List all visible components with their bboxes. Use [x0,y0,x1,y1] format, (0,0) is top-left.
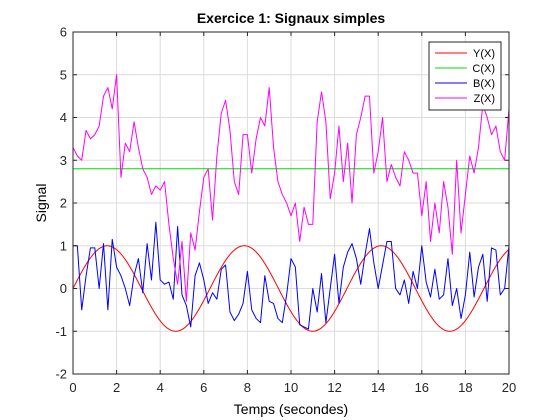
x-tick-label: 8 [244,380,251,395]
x-tick-label: 0 [69,380,76,395]
y-tick-label: -1 [55,324,67,339]
series-line-z-x [72,74,510,302]
x-tick-label: 16 [415,380,429,395]
y-axis-label: Signal [33,184,49,223]
legend-entry: B(X) [473,78,495,90]
legend-entry: C(X) [472,63,495,75]
series-line-y-x [72,245,510,332]
x-tick-label: 12 [327,380,341,395]
x-tick-label: 6 [200,380,207,395]
y-tick-label: 4 [60,110,67,125]
y-tick-label: 0 [60,281,67,296]
legend: Y(X) C(X) B(X) Z(X) [428,41,502,111]
legend-entry: Y(X) [473,48,495,60]
legend-entry: Z(X) [474,93,495,105]
x-axis-label: Temps (secondes) [234,401,348,417]
y-tick-label: 1 [60,238,67,253]
x-tick-label: 2 [113,380,120,395]
series-line-b-x [73,221,510,330]
x-tick-label: 20 [502,380,516,395]
x-tick-label: 4 [157,380,164,395]
chart-title: Exercice 1: Signaux simples [197,10,386,26]
y-tick-label: 5 [60,67,67,82]
series-group [72,74,510,332]
x-tick-label: 14 [371,380,385,395]
y-tick-label: 6 [60,25,67,40]
y-tick-label: 2 [60,196,67,211]
y-tick-label: 3 [60,153,67,168]
x-tick-label: 10 [284,380,298,395]
x-tick-label: 18 [458,380,472,395]
y-tick-label: -2 [55,367,67,382]
